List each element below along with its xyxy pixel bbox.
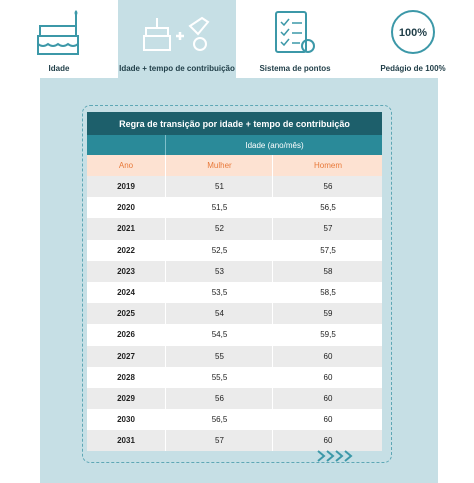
column-header-row: Ano Mulher Homem (87, 155, 382, 176)
table-row: 2026 54,5 59,5 (87, 324, 383, 346)
table-cell: 56 (165, 387, 273, 410)
table-cell: 52 (165, 218, 273, 240)
dashed-frame (82, 105, 392, 463)
year-cell: 2024 (117, 288, 135, 298)
tab-label: Pedágio de 100% (380, 64, 446, 73)
column-header: Homem (272, 155, 383, 176)
column-header: Mulher (165, 155, 273, 176)
table-cell: 54 (165, 303, 273, 325)
table-cell: 54,5 (165, 324, 273, 346)
cake-plus-hand-icon (143, 16, 210, 51)
tab-label: Idade + tempo de contribuição (119, 64, 235, 73)
tab[interactable]: Idade (0, 0, 118, 78)
table-body: 2019 51 56 2020 51,5 56,5 2021 52 57 2022 52,5 57,5… (87, 176, 383, 452)
year-cell: 2026 (117, 330, 135, 340)
circle-icon: 100% (391, 10, 435, 54)
table-row: 2031 57 60 (87, 430, 383, 452)
table-row: 2022 52,5 57,5 (87, 239, 383, 261)
year-cell: 2021 (117, 224, 135, 234)
table-title: Regra de transição por idade + tempo de … (87, 112, 382, 135)
tab-label: Idade (48, 64, 70, 73)
year-cell: 2020 (117, 203, 135, 213)
table-cell: 53 (165, 260, 273, 282)
table-cell: 52,5 (165, 239, 273, 261)
table-cell: 59,5 (272, 324, 383, 346)
table-row: 2019 51 56 (87, 176, 383, 198)
checklist-icon (275, 11, 315, 53)
year-cell: 2030 (117, 415, 135, 425)
table-cell: 60 (272, 409, 383, 431)
table-cell: 57 (165, 430, 273, 452)
table-cell: 60 (272, 387, 383, 410)
year-cell: 2023 (117, 266, 135, 276)
table-cell: 57 (272, 218, 383, 240)
tab[interactable]: 100% Pedágio de 100% (354, 0, 472, 78)
tab[interactable]: Idade + tempo de contribuição (118, 0, 236, 78)
table-row: 2023 53 58 (87, 260, 383, 282)
table-row: 2029 56 60 (87, 387, 383, 410)
table-row: 2025 54 59 (87, 303, 383, 325)
year-cell: 2027 (117, 351, 135, 361)
table-row: 2020 51,5 56,5 (87, 197, 383, 219)
table-cell: 55,5 (165, 366, 273, 388)
table-cell: 58,5 (272, 281, 383, 304)
year-cell: 2025 (117, 309, 135, 319)
table-row: 2030 56,5 60 (87, 409, 383, 431)
table-cell: 57,5 (272, 239, 383, 261)
icon-text: 100% (399, 27, 427, 39)
table-cell: 51 (165, 176, 273, 198)
table-cell: 60 (272, 345, 383, 367)
year-cell: 2022 (117, 245, 135, 255)
table-row: 2028 55,5 60 (87, 366, 383, 388)
tab[interactable]: Sistema de pontos (236, 0, 354, 78)
table-row: 2024 53,5 58,5 (87, 281, 383, 304)
table-cell: 56 (272, 176, 383, 198)
column-header: Ano (118, 161, 134, 170)
tab-label: Sistema de pontos (259, 64, 331, 73)
group-header: Idade (ano/mês) (165, 135, 383, 155)
table-cell: 51,5 (165, 197, 273, 219)
table-cell: 58 (272, 260, 383, 282)
table-cell: 55 (165, 345, 273, 367)
table-row: 2021 52 57 (87, 218, 383, 240)
table-cell: 56,5 (272, 197, 383, 219)
table-cell: 59 (272, 303, 383, 325)
table-cell: 56,5 (165, 409, 273, 431)
table-cell: 60 (272, 430, 383, 452)
year-cell: 2028 (117, 372, 135, 382)
year-cell: 2019 (117, 182, 135, 192)
table: Regra de transição por idade + tempo de … (87, 112, 383, 452)
cake-icon (37, 10, 79, 55)
table-cell: 60 (272, 366, 383, 388)
year-cell: 2031 (117, 436, 135, 446)
year-cell: 2029 (117, 393, 135, 403)
arrows-icon (317, 450, 353, 462)
table-cell: 53,5 (165, 281, 273, 304)
group-header-row: Idade (ano/mês) (87, 135, 382, 155)
table-row: 2027 55 60 (87, 345, 383, 367)
